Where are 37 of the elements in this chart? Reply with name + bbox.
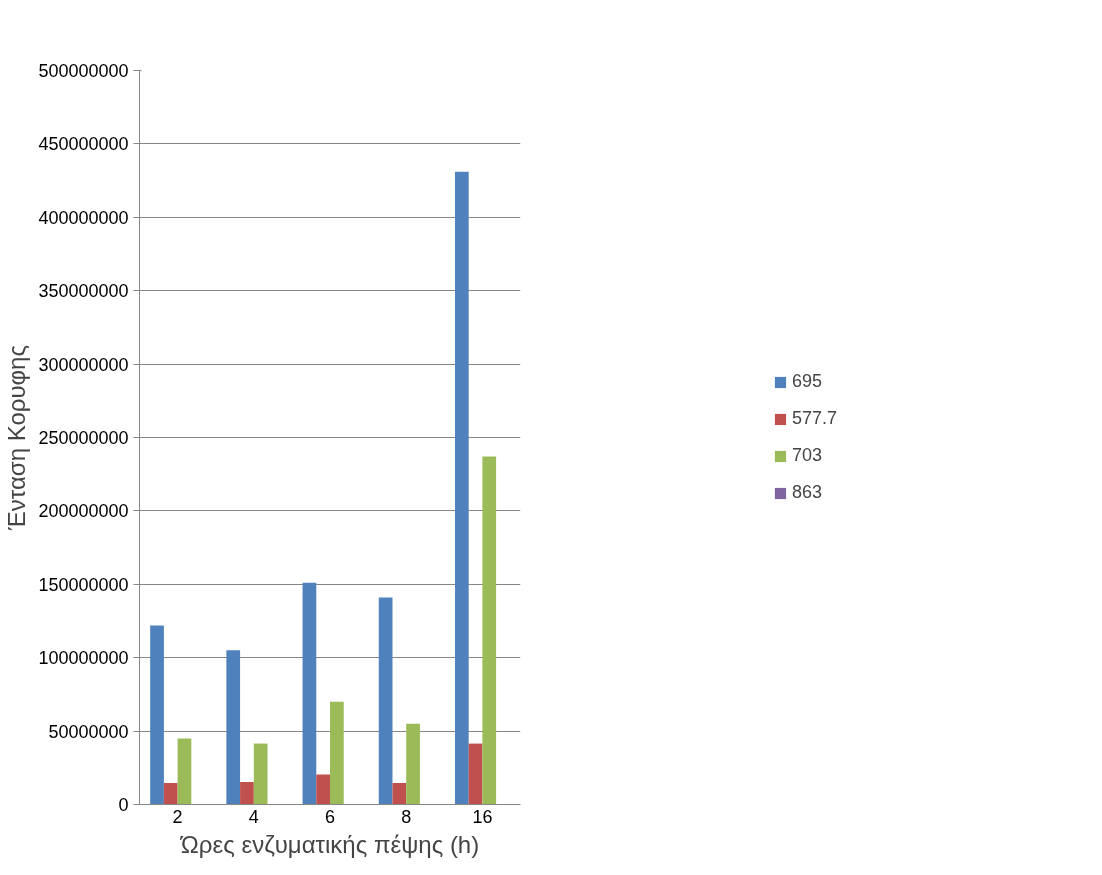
y-tick-label: 250000000 — [38, 428, 129, 448]
bar — [226, 650, 241, 805]
y-tick-label: 300000000 — [38, 354, 129, 375]
y-tick-label: 200000000 — [38, 501, 129, 522]
legend-label: 863 — [791, 482, 823, 503]
bar — [253, 743, 268, 805]
bar — [468, 743, 483, 805]
bar — [378, 597, 393, 805]
x-tick-label: 6 — [324, 806, 336, 827]
y-tick-label: 350000000 — [38, 281, 129, 302]
legend-label: 695 — [791, 371, 823, 392]
x-tick-label: 2 — [172, 806, 183, 827]
y-tick-label: 50000000 — [48, 721, 129, 742]
bar — [240, 782, 254, 805]
bar — [150, 625, 164, 805]
bar — [316, 774, 330, 805]
bar — [163, 783, 178, 805]
bar — [454, 171, 469, 805]
bar — [406, 723, 420, 805]
x-axis-title: Ώρες ενζυματικής πέψης (h) — [179, 830, 480, 858]
bar — [302, 582, 317, 805]
x-tick-label: 8 — [401, 806, 412, 827]
bar — [177, 738, 192, 805]
x-tick-label: 16 — [472, 806, 493, 827]
x-tick-label: 4 — [248, 806, 259, 827]
bar — [482, 456, 497, 805]
legend-label: 703 — [791, 445, 823, 466]
y-tick-label: 400000000 — [38, 207, 129, 228]
y-tick-label: 500000000 — [38, 61, 129, 81]
y-tick-label: 0 — [118, 795, 129, 815]
bar — [392, 783, 407, 805]
y-axis-title: Ένταση Κορυφης — [3, 345, 31, 531]
legend-label: 577.7 — [791, 408, 838, 429]
y-tick-label: 100000000 — [38, 648, 129, 669]
y-tick-label: 450000000 — [38, 134, 129, 155]
bar — [330, 701, 344, 805]
y-tick-label: 150000000 — [38, 574, 129, 595]
